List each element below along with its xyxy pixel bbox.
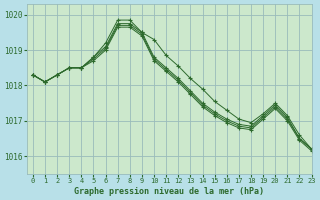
X-axis label: Graphe pression niveau de la mer (hPa): Graphe pression niveau de la mer (hPa) bbox=[74, 187, 264, 196]
